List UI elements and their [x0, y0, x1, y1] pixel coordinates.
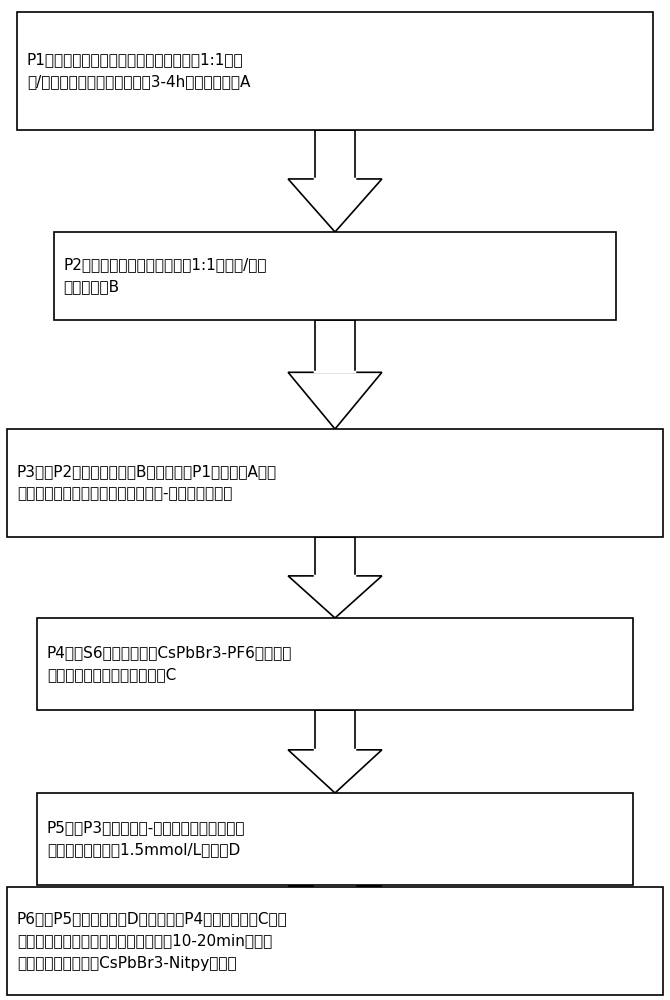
Bar	[17, 12, 653, 130]
Text: P6：将P5得到的混合液D取适量加入P4得到的混合液C中，
同样通过无光磁驱搅拌装置黑暗中搅拌10-20min，离心
干燥，所得固体即为CsPbBr3-Nitp: P6：将P5得到的混合液D取适量加入P4得到的混合液C中， 同样通过无光磁驱搅拌…	[17, 911, 287, 971]
Polygon shape	[288, 372, 382, 429]
Polygon shape	[288, 576, 382, 618]
Bar	[315, 320, 355, 372]
Bar	[315, 710, 355, 750]
Text: P3：将P2中制备的混合液B缓慢滴加到P1的混合液A中，
沉淀离心，洗涤，结晶纯化，得到镍-三联吡啶配合物: P3：将P2中制备的混合液B缓慢滴加到P1的混合液A中， 沉淀离心，洗涤，结晶纯…	[17, 464, 277, 502]
Bar	[37, 793, 633, 885]
Text: P1、取镍源化合物和三联吡啶加入比例为1:1的乙
醇/水的混合溶液中，加热回流3-4h，得到混合液A: P1、取镍源化合物和三联吡啶加入比例为1:1的乙 醇/水的混合溶液中，加热回流3…	[27, 52, 250, 90]
Polygon shape	[288, 179, 382, 232]
Bar	[37, 618, 633, 710]
Text: P2：取六氟磷酸盐溶于比例为1:1的乙醇/水，
得到混合液B: P2：取六氟磷酸盐溶于比例为1:1的乙醇/水， 得到混合液B	[64, 257, 267, 295]
Text: P5：将P3中制备的镍-三联吡啶配合物溶于乙
腈中，得到浓度为1.5mmol/L混合液D: P5：将P3中制备的镍-三联吡啶配合物溶于乙 腈中，得到浓度为1.5mmol/L…	[47, 820, 245, 858]
Polygon shape	[288, 750, 382, 793]
Polygon shape	[288, 886, 382, 887]
Bar	[315, 537, 355, 576]
Text: P4：将S6中制备得到的CsPbBr3-PF6量子点分
散在乙酸乙酯中，得到混合液C: P4：将S6中制备得到的CsPbBr3-PF6量子点分 散在乙酸乙酯中，得到混合…	[47, 645, 292, 683]
Bar	[7, 887, 663, 995]
Bar	[315, 130, 355, 179]
Bar	[7, 429, 663, 537]
Bar	[54, 232, 616, 320]
